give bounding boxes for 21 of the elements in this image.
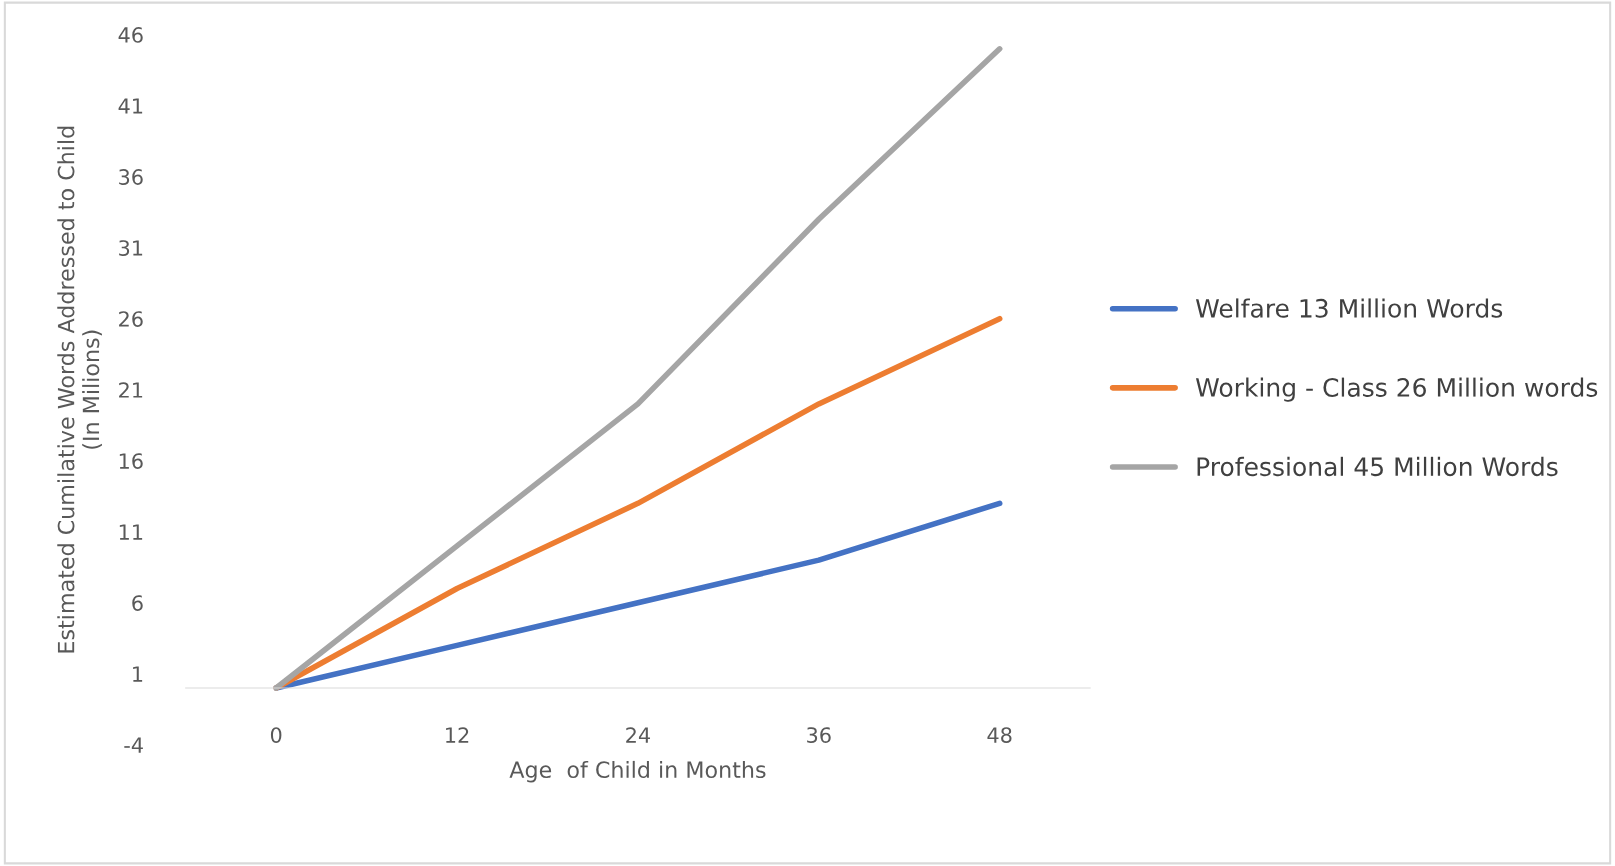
y-tick-label: 31 bbox=[119, 240, 143, 256]
y-tick-label: 11 bbox=[119, 524, 143, 540]
y-axis-title: Estimated Cumilative Words Addressed to Child (In Milions) bbox=[57, 126, 102, 653]
x-tick-label: 24 bbox=[626, 727, 651, 743]
y-tick-label: 26 bbox=[119, 311, 143, 327]
x-tick-label: 48 bbox=[987, 727, 1012, 743]
y-tick-label: 1 bbox=[133, 666, 143, 682]
x-tick-label: 12 bbox=[446, 727, 469, 743]
legend-label: Welfare 13 Million Words bbox=[1195, 298, 1503, 318]
y-tick-label: 41 bbox=[118, 98, 143, 114]
y-tick-label: 46 bbox=[118, 27, 143, 43]
y-tick-label: 16 bbox=[119, 453, 143, 469]
y-tick-label: 36 bbox=[119, 169, 143, 185]
x-axis-title: Age of Child in Months bbox=[509, 760, 766, 783]
y-tick-label: 6 bbox=[132, 595, 143, 611]
y-tick-label: -4 bbox=[124, 737, 143, 753]
x-tick-label: 0 bbox=[270, 727, 282, 743]
legend-label: Professional 45 Million Words bbox=[1197, 456, 1558, 477]
legend-label: Working - Class 26 Million words bbox=[1195, 377, 1598, 402]
y-tick-label: 21 bbox=[119, 382, 143, 398]
x-tick-label: 36 bbox=[807, 727, 831, 743]
